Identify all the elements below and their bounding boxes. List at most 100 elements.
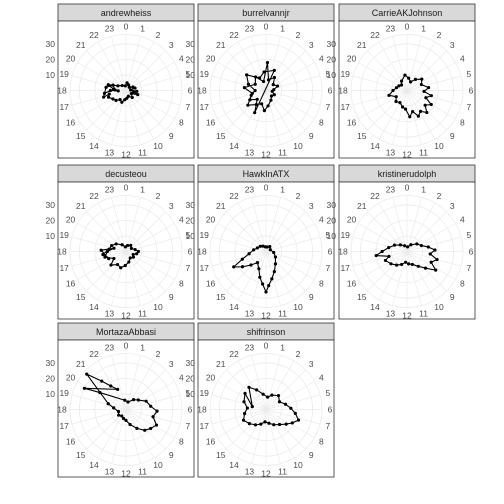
hour-tick-label: 20: [347, 215, 357, 225]
angular-gridline: [211, 75, 267, 91]
data-point: [273, 262, 278, 266]
data-point: [269, 98, 273, 102]
angular-gridline: [71, 90, 127, 106]
angular-gridline: [226, 409, 267, 450]
hour-tick-label: 13: [105, 308, 115, 318]
hour-tick-label: 1: [280, 185, 285, 195]
data-point: [252, 248, 256, 252]
hour-tick-label: 0: [405, 183, 410, 193]
hour-tick-label: 15: [357, 131, 367, 141]
hour-tick-label: 19: [199, 388, 209, 398]
data-point: [387, 93, 391, 97]
hour-tick-label: 1: [140, 24, 145, 34]
hour-tick-label: 19: [340, 69, 350, 79]
radial-tick-label: 30: [46, 39, 56, 49]
hour-tick-label: 23: [386, 185, 396, 195]
angular-gridline: [125, 90, 155, 140]
data-point: [394, 86, 399, 90]
data-point: [266, 395, 270, 399]
hour-tick-label: 6: [188, 247, 193, 257]
hour-tick-label: 23: [245, 24, 255, 34]
hour-tick-label: 15: [76, 131, 86, 141]
hour-tick-label: 21: [76, 40, 86, 50]
data-point: [104, 85, 108, 89]
angular-gridline: [265, 409, 295, 459]
angular-gridline: [251, 197, 267, 252]
data-point: [265, 60, 270, 65]
facet-strip-label: decusteou: [105, 169, 147, 179]
angular-gridline: [265, 223, 315, 252]
hour-tick-label: 9: [169, 131, 174, 141]
data-point: [119, 266, 123, 270]
hour-tick-label: 8: [179, 279, 184, 289]
data-point: [249, 93, 253, 97]
data-point: [266, 104, 270, 108]
data-point: [112, 246, 116, 250]
hour-tick-label: 18: [338, 86, 348, 96]
data-point: [265, 245, 269, 249]
hour-tick-label: 18: [197, 86, 207, 96]
data-point: [255, 388, 259, 392]
angular-gridline: [226, 251, 267, 292]
data-point: [429, 94, 433, 98]
data-point: [253, 423, 258, 427]
angular-gridline: [226, 50, 267, 91]
hour-tick-label: 5: [325, 230, 330, 240]
hour-tick-label: 19: [199, 230, 209, 240]
hour-tick-label: 19: [59, 230, 69, 240]
angular-gridline: [378, 251, 408, 301]
angular-gridline: [237, 360, 267, 410]
hour-tick-label: 6: [469, 247, 474, 257]
hour-tick-label: 22: [229, 191, 239, 201]
data-point: [267, 284, 271, 288]
angular-gridline: [265, 409, 281, 464]
data-point: [261, 244, 265, 248]
hour-tick-label: 10: [434, 302, 444, 312]
data-point: [123, 263, 127, 268]
angular-gridline: [111, 36, 127, 91]
data-point: [389, 262, 393, 266]
angular-gridline: [237, 41, 267, 91]
data-point: [380, 249, 384, 254]
hour-tick-label: 4: [460, 54, 465, 64]
hour-tick-label: 7: [325, 263, 330, 273]
angular-gridline: [251, 251, 267, 306]
radial-tick-label: 20: [327, 215, 337, 225]
angular-gridline: [378, 202, 408, 252]
data-point: [392, 243, 397, 247]
radial-tick-label: 10: [186, 70, 196, 80]
angular-gridline: [358, 90, 408, 119]
data-point: [423, 103, 427, 107]
data-point: [410, 262, 414, 267]
angular-gridline: [237, 409, 267, 459]
radial-tick-label: 30: [186, 39, 196, 49]
angular-gridline: [406, 223, 456, 252]
data-point: [247, 385, 251, 389]
hour-tick-label: 14: [370, 141, 380, 151]
radial-tick-label: 30: [46, 200, 56, 210]
data-point: [400, 105, 405, 109]
data-point: [277, 400, 282, 404]
data-point: [433, 248, 437, 252]
angular-gridline: [406, 236, 462, 252]
angular-gridline: [125, 62, 175, 91]
data-point: [425, 110, 429, 115]
hour-tick-label: 19: [340, 230, 350, 240]
data-point: [270, 89, 274, 93]
hour-tick-label: 9: [309, 292, 314, 302]
angular-gridline: [125, 36, 141, 91]
hour-tick-label: 1: [280, 24, 285, 34]
hour-tick-label: 12: [261, 311, 271, 321]
angular-gridline: [125, 202, 155, 252]
hour-tick-label: 21: [357, 40, 367, 50]
data-point: [127, 85, 131, 89]
hour-tick-label: 17: [59, 102, 69, 112]
data-point: [387, 246, 391, 250]
data-point: [290, 421, 294, 425]
angular-gridline: [125, 409, 175, 438]
data-point: [240, 265, 245, 269]
data-point: [111, 97, 115, 101]
